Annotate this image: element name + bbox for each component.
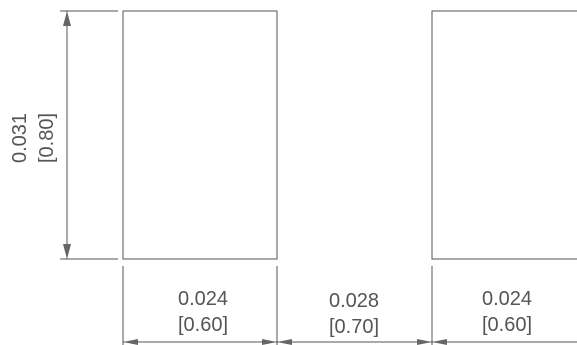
width-right-inch-label: 0.024 [482,288,532,310]
width-left-inch-label: 0.024 [178,288,228,310]
pad-left [122,10,278,260]
arrow-3-right [432,339,447,345]
width-left-mm-label: [0.60] [178,314,228,336]
height-inch-label: 0.031 [9,113,31,163]
gap-mm-label: [0.70] [329,316,379,338]
pad-right [431,10,577,260]
width-right-mm-label: [0.60] [482,314,532,336]
height-mm-label: [0.80] [36,113,58,163]
arrow-3-left [417,339,432,345]
height-arrow-bottom [63,244,71,259]
arrow-2-left [262,339,277,345]
height-arrow-top [63,11,71,26]
gap-inch-label: 0.028 [329,290,379,312]
arrow-2-right [277,339,292,345]
arrow-1-right [123,339,138,345]
